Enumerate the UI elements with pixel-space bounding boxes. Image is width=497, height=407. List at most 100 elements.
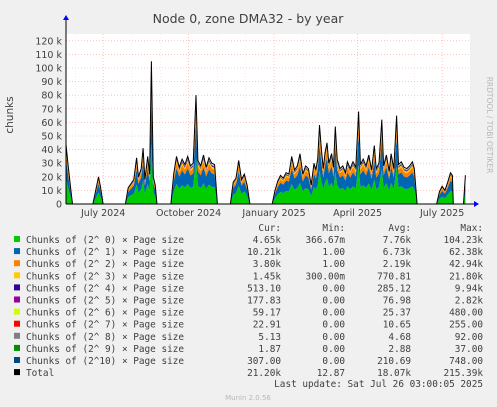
legend-swatch	[14, 357, 20, 363]
y-axis-label: chunks	[4, 96, 16, 133]
chart-title: Node 0, zone DMA32 - by year	[153, 11, 345, 26]
legend-value: 0.00	[322, 356, 345, 367]
legend-value: 12.87	[317, 368, 345, 379]
axes: 0 10 k 20 k 30 k 40 k 50 k 60 k 70 k 80 k 90 k 100…	[35, 15, 479, 219]
legend-label: Total	[26, 368, 54, 379]
legend-value: 300.00m	[305, 271, 345, 282]
legend-value: 9.94k	[455, 283, 484, 294]
grid-layer	[66, 34, 470, 204]
total-line	[65, 61, 466, 205]
y-tick-label: 50 k	[41, 132, 62, 143]
legend-swatch	[14, 308, 20, 315]
stacked-areas	[65, 61, 466, 205]
y-tick-label: 30 k	[41, 159, 62, 170]
legend-swatch	[14, 272, 20, 279]
legend-value: 0.00	[322, 283, 345, 294]
legend-value: 366.67m	[305, 235, 345, 246]
legend: Cur: Min: Avg: Max: Chunks of (2^ 0) × Page …	[14, 223, 483, 379]
x-tick-label: July 2025	[419, 208, 464, 219]
x-tick-label: April 2025	[333, 208, 382, 219]
legend-header: Avg:	[388, 223, 411, 234]
x-tick-label: October 2024	[156, 208, 221, 219]
legend-swatch	[14, 296, 20, 303]
legend-value: 748.00	[449, 356, 483, 367]
x-axis-arrow	[474, 201, 479, 207]
y-tick-label: 10 k	[41, 186, 62, 197]
legend-swatch	[14, 284, 20, 291]
legend-label: Chunks of (2^ 9) × Page size	[26, 344, 184, 355]
legend-swatch	[14, 344, 20, 351]
legend-label: Chunks of (2^ 1) × Page size	[26, 247, 184, 258]
legend-value: 21.80k	[449, 271, 483, 282]
legend-value: 76.98	[383, 296, 412, 307]
legend-value: 5.13	[258, 332, 281, 343]
legend-value: 3.80k	[253, 259, 282, 270]
legend-value: 10.21k	[247, 247, 281, 258]
legend-label: Chunks of (2^ 3) × Page size	[26, 271, 184, 282]
series-area	[66, 79, 466, 204]
x-tick-label: January 2025	[241, 208, 305, 219]
y-tick-label: 110 k	[35, 50, 62, 61]
legend-value: 6.73k	[383, 247, 412, 258]
legend-value: 21.20k	[247, 368, 281, 379]
legend-swatch	[14, 248, 20, 255]
legend-value: 770.81	[377, 271, 411, 282]
legend-swatch	[14, 320, 20, 327]
legend-value: 1.00	[322, 259, 345, 270]
legend-swatch	[14, 236, 20, 242]
legend-value: 1.87	[258, 344, 281, 355]
legend-value: 42.94k	[449, 259, 483, 270]
legend-value: 2.82k	[455, 296, 484, 307]
legend-value: 4.65k	[253, 235, 282, 246]
legend-value: 0.00	[322, 332, 345, 343]
munin-version: Munin 2.0.56	[225, 394, 271, 402]
legend-value: 2.88	[388, 344, 411, 355]
legend-value: 4.68	[388, 332, 411, 343]
legend-value: 1.45k	[253, 271, 282, 282]
legend-value: 210.69	[377, 356, 411, 367]
legend-value: 7.76k	[383, 235, 412, 246]
legend-label: Chunks of (2^ 0) × Page size	[26, 235, 184, 246]
legend-header: Max:	[460, 223, 483, 234]
legend-label: Chunks of (2^ 8) × Page size	[26, 332, 184, 343]
legend-value: 2.19k	[383, 259, 412, 270]
y-tick-label: 0	[56, 200, 62, 211]
series-area	[66, 144, 466, 204]
legend-swatch	[14, 369, 20, 376]
side-credit: RRDTOOL / TOBI OETIKER	[485, 77, 494, 174]
legend-value: 307.00	[247, 356, 281, 367]
y-tick-label: 120 k	[35, 36, 62, 47]
legend-value: 513.10	[247, 283, 281, 294]
y-tick-label: 70 k	[41, 104, 62, 115]
y-axis-arrow	[63, 15, 69, 20]
legend-label: Chunks of (2^ 7) × Page size	[26, 320, 184, 331]
legend-value: 1.00	[322, 247, 345, 258]
legend-value: 104.23k	[443, 235, 483, 246]
legend-value: 0.00	[322, 296, 345, 307]
legend-value: 22.91	[253, 320, 282, 331]
legend-value: 255.00	[449, 320, 483, 331]
legend-value: 37.00	[455, 344, 484, 355]
legend-label: Chunks of (2^ 4) × Page size	[26, 283, 184, 294]
legend-value: 92.00	[455, 332, 484, 343]
y-tick-label: 40 k	[41, 145, 62, 156]
legend-header: Min:	[322, 223, 345, 234]
legend-label: Chunks of (2^ 2) × Page size	[26, 259, 184, 270]
y-tick-label: 60 k	[41, 118, 62, 129]
y-tick-label: 80 k	[41, 91, 62, 102]
legend-label: Chunks of (2^ 6) × Page size	[26, 308, 184, 319]
legend-value: 285.12	[377, 283, 411, 294]
legend-value: 18.07k	[377, 368, 411, 379]
legend-value: 62.38k	[449, 247, 483, 258]
legend-swatch	[14, 260, 20, 267]
legend-value: 10.65	[383, 320, 411, 331]
x-tick-label: July 2024	[80, 208, 125, 219]
y-tick-label: 100 k	[35, 64, 62, 75]
legend-label: Chunks of (2^10) × Page size	[26, 356, 184, 367]
legend-swatch	[14, 332, 20, 339]
legend-value: 0.00	[322, 320, 345, 331]
legend-header: Cur:	[258, 223, 281, 234]
legend-value: 480.00	[449, 308, 483, 319]
series-area	[66, 96, 466, 204]
